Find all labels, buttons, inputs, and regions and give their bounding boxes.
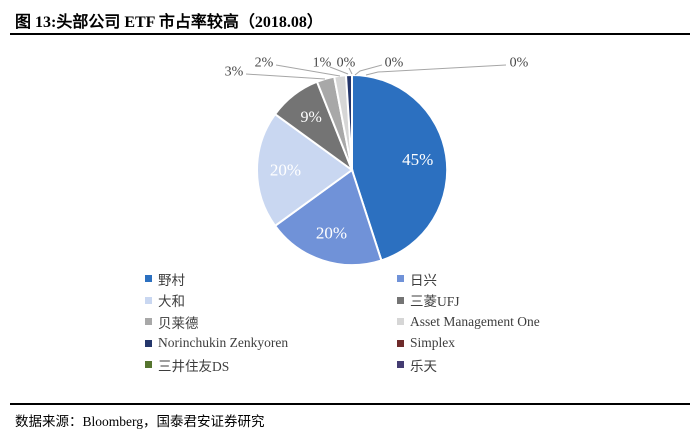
legend-item: Norinchukin Zenkyoren <box>145 335 397 351</box>
legend-item: 三菱UFJ <box>397 290 540 310</box>
slice-label: 9% <box>301 109 322 126</box>
leader-line <box>275 64 341 77</box>
callout-label: 0% <box>385 56 404 71</box>
chart-legend: 野村 日兴大和 三菱UFJ 贝莱德 Asset Management One Norinc… <box>145 268 540 376</box>
legend-color-swatch <box>145 296 152 304</box>
legend-label: 大和 <box>158 294 185 310</box>
callout-label: 2% <box>255 56 274 71</box>
legend-label: Norinchukin Zenkyoren <box>158 335 289 351</box>
legend-label: 野村 <box>158 272 185 288</box>
leader-line <box>348 67 353 75</box>
legend-color-swatch <box>397 339 404 347</box>
legend-color-swatch <box>145 318 152 326</box>
legend-label: 贝莱德 <box>158 315 199 331</box>
pie-slice <box>256 112 354 228</box>
slice-label: 20% <box>270 161 301 180</box>
callout-label: 0% <box>337 56 356 71</box>
leader-line <box>329 66 349 75</box>
legend-item: Asset Management One <box>397 314 540 330</box>
figure-title: 图 13:头部公司 ETF 市占率较高（2018.08） <box>15 14 323 31</box>
footer-divider <box>10 403 690 405</box>
legend-item: 乐天 <box>397 355 540 375</box>
pie-slice <box>273 168 383 267</box>
legend-color-swatch <box>145 339 152 347</box>
legend-color-swatch <box>397 275 404 283</box>
legend-color-swatch <box>397 318 404 326</box>
callout-label: 3% <box>225 65 244 80</box>
legend-color-swatch <box>397 296 404 304</box>
callout-label: 1% <box>313 56 332 71</box>
legend-item: 大和 <box>145 290 397 310</box>
pie-slice <box>344 73 353 171</box>
leader-line <box>245 73 326 80</box>
legend-label: 日兴 <box>410 272 437 288</box>
legend-label: 乐天 <box>410 358 437 374</box>
title-divider <box>10 33 690 35</box>
leader-line <box>365 64 507 76</box>
legend-color-swatch <box>145 275 152 283</box>
legend-item: 三井住友DS <box>145 355 397 375</box>
leader-line <box>354 64 383 76</box>
legend-color-swatch <box>397 361 404 369</box>
slice-label: 45% <box>402 150 433 169</box>
pie-slice <box>351 73 449 262</box>
legend-label: 三井住友DS <box>158 358 230 374</box>
data-source: 数据来源：Bloomberg，国泰君安证券研究 <box>15 414 265 429</box>
legend-label: 三菱UFJ <box>410 294 460 310</box>
slice-label: 20% <box>316 224 347 243</box>
legend-item: Simplex <box>397 335 540 351</box>
legend-item: 贝莱德 <box>145 312 397 332</box>
callout-label: 0% <box>510 56 529 71</box>
legend-label: Asset Management One <box>410 313 540 329</box>
pie-chart: 45% 20% 20% 9% 3% 2% 1% 0% 0% 0% <box>225 56 529 267</box>
legend-item: 野村 <box>145 269 397 289</box>
legend-label: Simplex <box>410 335 456 351</box>
legend-item: 日兴 <box>397 269 540 289</box>
legend-color-swatch <box>145 361 152 369</box>
